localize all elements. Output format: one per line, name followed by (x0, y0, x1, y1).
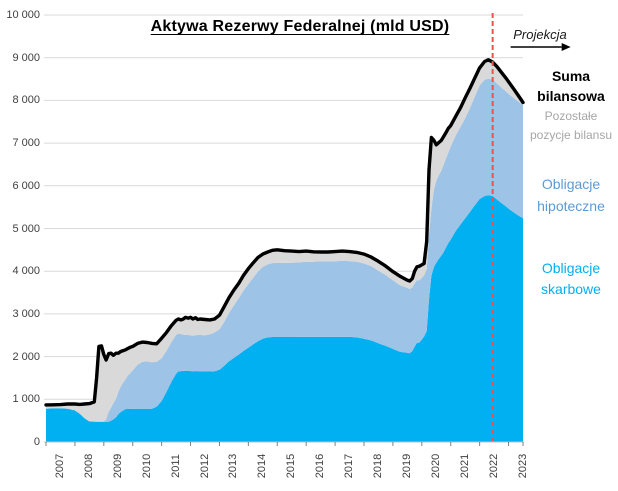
x-tick-label: 2020 (429, 453, 442, 479)
y-tick-label: 7 000 (12, 137, 40, 150)
x-tick-label: 2017 (343, 453, 356, 479)
total-line (44, 58, 525, 407)
legend-suma-bilansowa: Suma bilansowa (537, 68, 605, 104)
chart-title: Aktywa Rezerwy Federalnej (mld USD) (150, 18, 450, 35)
y-tick-label: 8 000 (12, 94, 40, 107)
x-tick-label: 2007 (54, 453, 66, 479)
x-tick-label: 2019 (400, 453, 413, 479)
legend-obligacje-hipoteczne: Obligacje hipoteczne (537, 176, 605, 214)
x-tick-label: 2009 (111, 453, 124, 479)
x-tick-label: 2013 (227, 453, 240, 479)
x-tick-label: 2021 (458, 453, 471, 479)
y-tick-label: 1 000 (12, 393, 40, 406)
x-tick-label: 2008 (82, 453, 95, 479)
y-tick-label: 6 000 (12, 179, 40, 192)
legend-pozostale-pozycje: Pozostałe pozycje bilansu (529, 109, 613, 142)
x-tick-label: 2023 (516, 453, 529, 479)
y-tick-label: 3 000 (12, 307, 40, 320)
y-tick-label: 9 000 (12, 51, 40, 64)
projection-arrowhead-icon (561, 43, 571, 51)
y-tick-label: 0 (33, 436, 40, 448)
x-tick-label: 2016 (314, 453, 327, 479)
area-obligacje-skarbowe (46, 195, 523, 442)
x-tick-label: 2022 (487, 453, 500, 479)
legend-obligacje-skarbowe: Obligacje skarbowe (541, 260, 601, 297)
y-tick-label: 4 000 (12, 265, 40, 278)
y-tick-label: 10 000 (6, 9, 40, 21)
area-obligacje-hipoteczne (46, 78, 523, 422)
y-tick-label: 2 000 (12, 350, 40, 363)
x-tick-label: 2011 (169, 454, 182, 478)
x-tick-label: 2014 (256, 453, 269, 479)
x-tick-label: 2012 (198, 453, 211, 479)
projection-label: Projekcja (513, 27, 567, 42)
x-tick-label: 2018 (372, 453, 384, 479)
y-tick-label: 5 000 (12, 222, 40, 235)
x-tick-label: 2010 (140, 453, 153, 479)
x-tick-label: 2015 (285, 453, 298, 479)
